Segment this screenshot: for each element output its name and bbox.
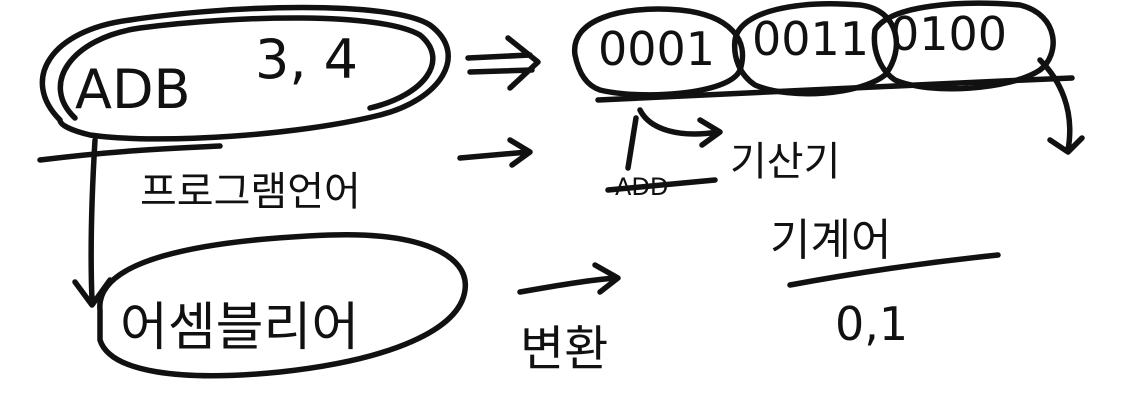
right-down-arrow [1037, 57, 1085, 155]
binary-oval-2 [731, 1, 900, 97]
binary-3: 0100 [890, 7, 1007, 61]
assembler-tick [625, 115, 639, 171]
binary-1: 0001 [598, 22, 715, 76]
top-line [37, 143, 223, 163]
assembler-label: 기산기 [730, 139, 840, 185]
binary-underline [595, 75, 1075, 103]
convert-arrow [517, 262, 621, 295]
assembly-oval [97, 232, 468, 379]
strikethrough [605, 177, 718, 193]
left-down-arrow [72, 137, 113, 308]
program-label: 프로그램언어 [140, 169, 361, 215]
adb-label: ADB [75, 58, 191, 121]
machine-code-label: 0,1 [835, 297, 908, 351]
assembler-arrow [637, 107, 723, 148]
machine-lang-label: 기계어 [770, 215, 891, 266]
binary-2: 0011 [752, 12, 869, 66]
binary-oval-3 [871, 0, 1056, 92]
double-arrow [465, 35, 541, 91]
operands-label: 3, 4 [255, 28, 358, 91]
fraction-line [787, 252, 1001, 288]
adb-oval-inner [57, 15, 436, 121]
program-arrow [457, 137, 533, 168]
assembly-label: 어셈블리어 [120, 298, 359, 358]
convert-label: 변환 [520, 321, 608, 377]
adb-oval [39, 4, 451, 142]
